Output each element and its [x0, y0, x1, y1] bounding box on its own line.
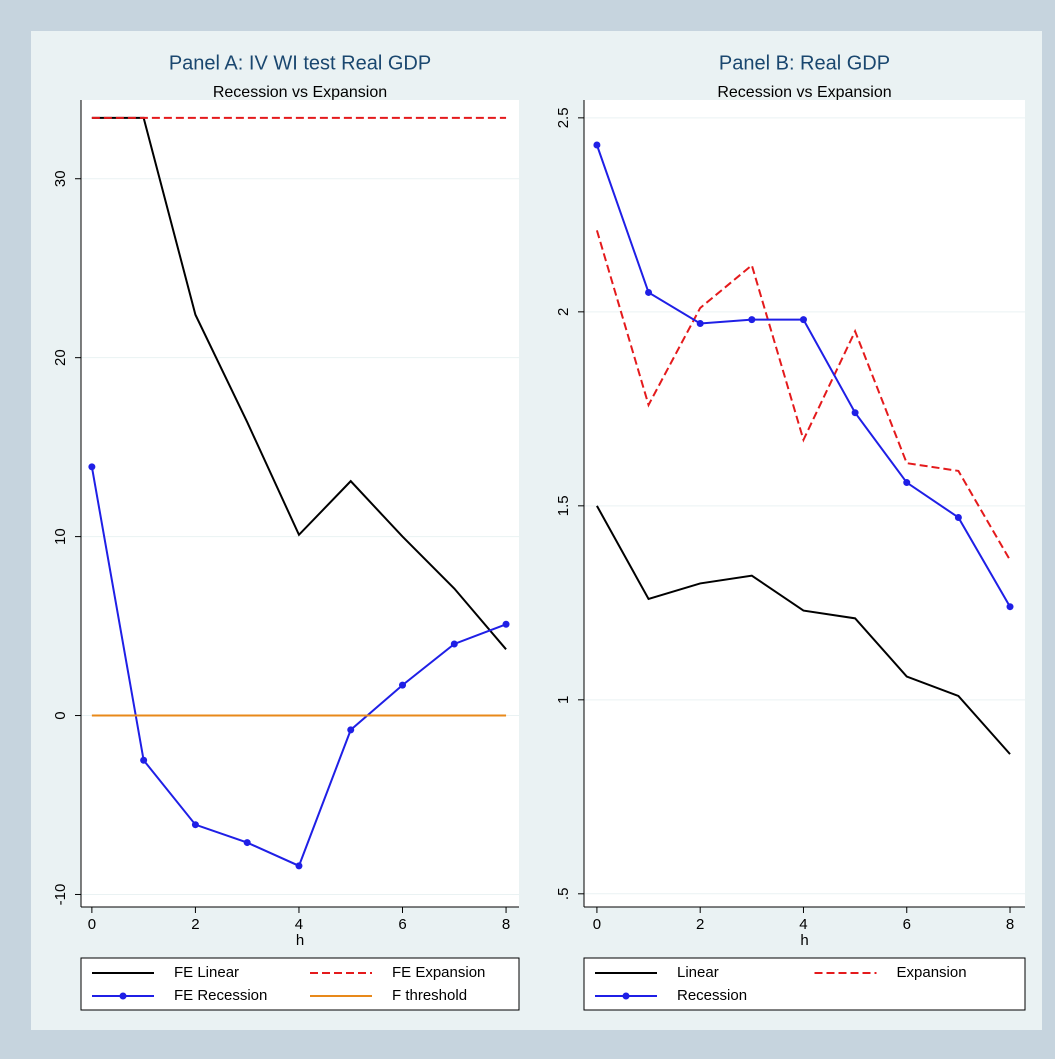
x-tick-label: 8: [1006, 916, 1014, 933]
series-marker: [502, 620, 510, 628]
legend-box: [80, 957, 520, 1011]
series-marker: [191, 821, 199, 829]
legend-marker: [622, 992, 630, 1000]
legend-label: Linear: [677, 964, 719, 981]
legend-label: FE Recession: [174, 987, 267, 1004]
legend-box: [583, 957, 1026, 1011]
y-tick-label: 2: [555, 308, 572, 316]
y-tick-label: 1: [555, 696, 572, 704]
x-tick-label: 0: [593, 916, 601, 933]
x-tick-label: 2: [191, 916, 199, 933]
y-tick-label: 20: [52, 349, 69, 366]
chart-subtitle: Recession vs Expansion: [213, 84, 387, 101]
x-tick-label: 6: [903, 916, 911, 933]
series-marker: [593, 141, 601, 149]
x-tick-label: 4: [295, 916, 303, 933]
plot-area: [584, 100, 1025, 907]
series-marker: [140, 756, 148, 764]
chart-subtitle: Recession vs Expansion: [717, 84, 891, 101]
chart-title: Panel B: Real GDP: [719, 52, 890, 74]
series-marker: [903, 479, 911, 487]
x-tick-label: 2: [696, 916, 704, 933]
y-tick-label: -10: [52, 884, 69, 906]
legend-label: FE Expansion: [392, 964, 485, 981]
x-tick-label: 6: [398, 916, 406, 933]
chart-title: Panel A: IV WI test Real GDP: [169, 52, 431, 74]
x-tick-label: 4: [799, 916, 807, 933]
y-tick-label: 10: [52, 528, 69, 545]
y-tick-label: 2.5: [555, 107, 572, 128]
plot-area: [81, 100, 519, 907]
legend-label: Recession: [677, 987, 747, 1004]
x-axis-label: h: [800, 932, 808, 949]
legend-label: F threshold: [392, 987, 467, 1004]
series-marker: [243, 839, 251, 847]
x-tick-label: 0: [88, 916, 96, 933]
series-marker: [295, 862, 303, 870]
series-line: [596, 505, 1011, 755]
y-tick-label: 30: [52, 170, 69, 187]
legend-label: Expansion: [897, 964, 967, 981]
y-tick-label: 1.5: [555, 495, 572, 516]
legend-label: FE Linear: [174, 964, 239, 981]
y-tick-label: 0: [52, 711, 69, 719]
legend-marker: [119, 992, 127, 1000]
series-marker: [799, 316, 807, 324]
series-marker: [748, 316, 756, 324]
series-marker: [645, 288, 653, 296]
series-marker: [347, 726, 355, 734]
series-marker: [88, 463, 96, 471]
series-marker: [1006, 603, 1014, 611]
x-tick-label: 8: [502, 916, 510, 933]
series-marker: [696, 319, 704, 327]
series-marker: [954, 513, 962, 521]
series-line: [595, 230, 1011, 561]
series-marker: [450, 640, 458, 648]
series-marker: [399, 681, 407, 689]
x-axis-label: h: [296, 932, 304, 949]
series-line: [91, 116, 507, 650]
y-tick-label: .5: [555, 888, 572, 901]
series-marker: [851, 409, 859, 417]
